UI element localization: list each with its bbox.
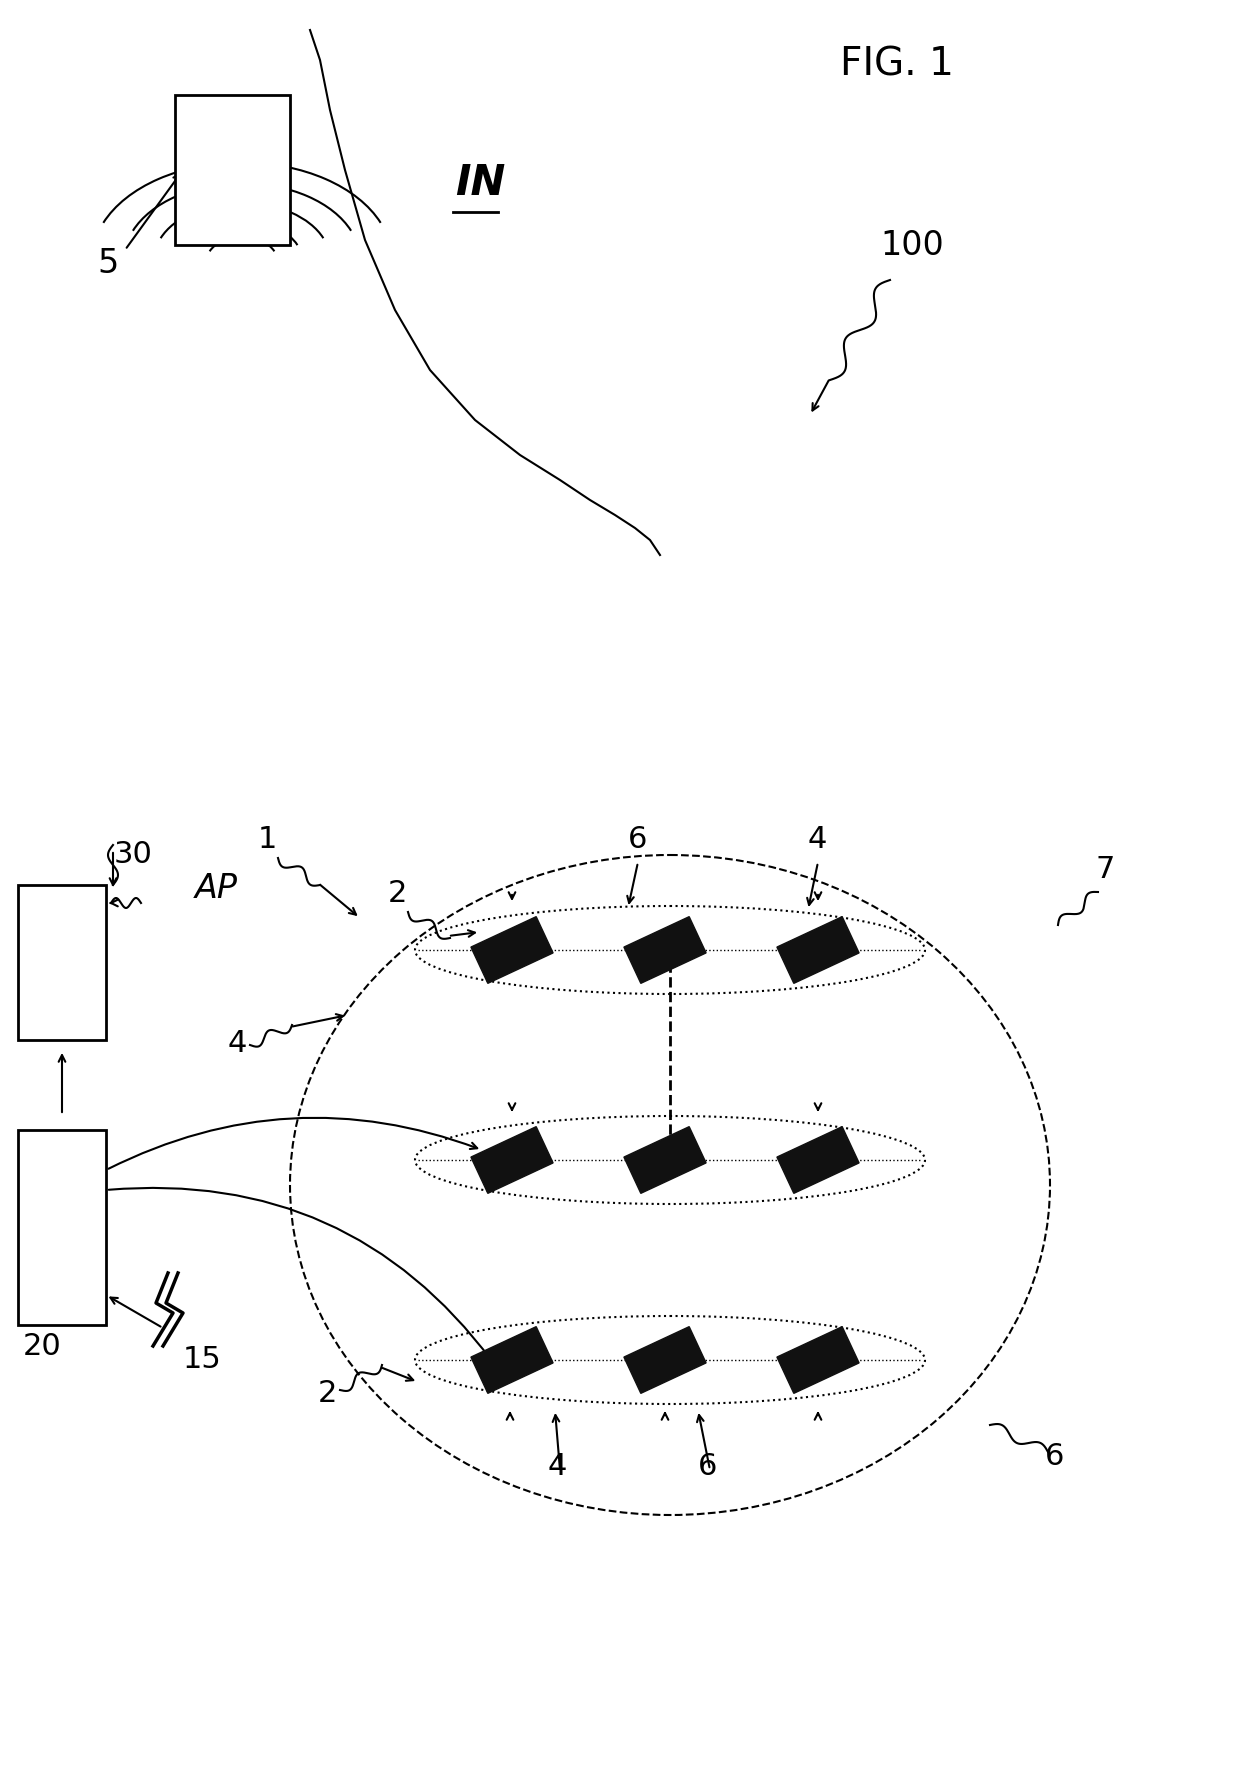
Text: 2: 2	[388, 879, 408, 908]
Text: AP: AP	[195, 872, 238, 904]
Text: 4: 4	[548, 1453, 568, 1481]
Text: 20: 20	[24, 1331, 62, 1362]
Text: 4: 4	[228, 1029, 247, 1058]
Text: 6: 6	[1045, 1442, 1064, 1471]
Text: 5: 5	[97, 247, 118, 281]
Text: 2: 2	[317, 1380, 337, 1408]
Bar	[175, 95, 290, 245]
Text: 100: 100	[880, 229, 944, 263]
Text: 4: 4	[808, 826, 827, 854]
Polygon shape	[471, 1326, 553, 1394]
Polygon shape	[624, 917, 706, 983]
Polygon shape	[624, 1126, 706, 1194]
Bar	[19, 1129, 105, 1324]
Text: 6: 6	[627, 826, 647, 854]
Text: IN: IN	[455, 163, 506, 204]
Polygon shape	[777, 917, 859, 983]
Text: 30: 30	[114, 840, 153, 868]
Text: 6: 6	[698, 1453, 718, 1481]
Text: 1: 1	[258, 826, 278, 854]
Polygon shape	[777, 1126, 859, 1194]
Polygon shape	[471, 917, 553, 983]
Bar	[19, 885, 105, 1040]
Text: 15: 15	[184, 1346, 222, 1374]
Polygon shape	[471, 1126, 553, 1194]
Text: 7: 7	[1095, 854, 1115, 885]
Polygon shape	[624, 1326, 706, 1394]
Polygon shape	[777, 1326, 859, 1394]
Text: FIG. 1: FIG. 1	[839, 45, 954, 82]
